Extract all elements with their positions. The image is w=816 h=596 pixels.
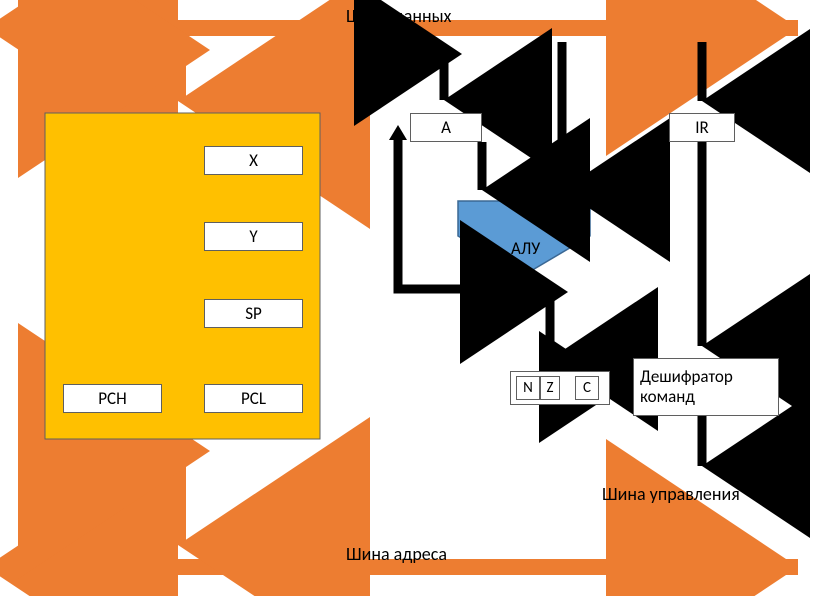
reg-a: A bbox=[410, 113, 482, 142]
alu-label: АЛУ bbox=[511, 238, 540, 259]
reg-pch: PCH bbox=[63, 384, 162, 413]
reg-sp: SP bbox=[204, 299, 303, 328]
diagram-svg bbox=[0, 0, 816, 596]
flag-n: N bbox=[516, 376, 540, 400]
reg-y: Y bbox=[204, 222, 303, 251]
decoder-label: Дешифратор команд bbox=[640, 367, 778, 406]
reg-pcl: PCL bbox=[204, 384, 303, 413]
flag-c: C bbox=[575, 376, 599, 400]
reg-x: X bbox=[204, 146, 303, 175]
reg-ir: IR bbox=[669, 113, 735, 142]
flag-z: Z bbox=[540, 376, 560, 400]
ctrl-bus-label: Шина управления bbox=[602, 483, 740, 505]
decoder-box: Дешифратор команд bbox=[633, 358, 779, 416]
arrow-alu-to-a-head bbox=[389, 125, 407, 140]
data-bus-label: Шина данных bbox=[346, 5, 451, 27]
address-bus-label: Шина адреса bbox=[346, 543, 447, 565]
